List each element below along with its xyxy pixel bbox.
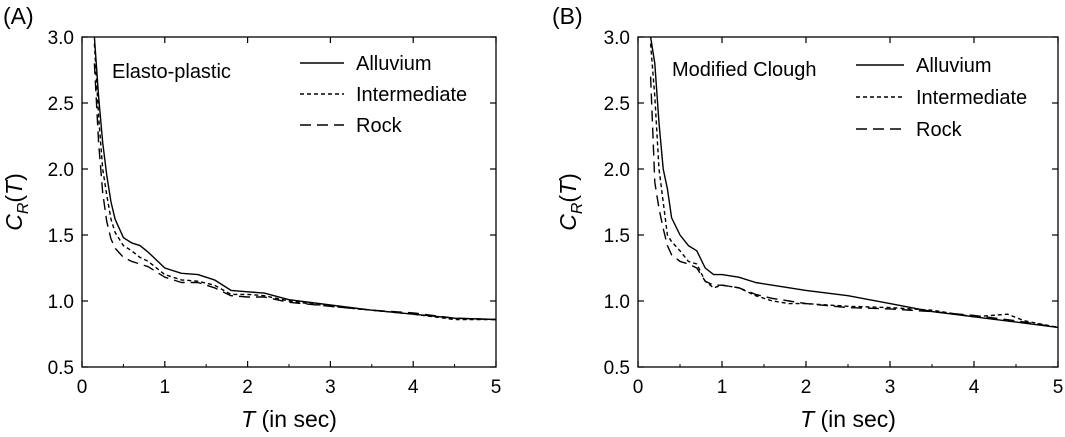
x-axis-label-var: T	[800, 406, 816, 432]
x-tick-label: 5	[491, 377, 502, 398]
y-tick-label: 1.5	[604, 226, 630, 247]
legend-label-alluvium: Alluvium	[916, 55, 992, 77]
x-tick-label: 3	[325, 377, 336, 398]
series-intermediate-line	[649, 43, 1059, 329]
y-axis-label-var: T	[1, 179, 27, 195]
x-axis-label-unit: (in sec)	[814, 406, 896, 432]
y-tick-label: 2.5	[604, 94, 630, 115]
x-tick-label: 1	[160, 377, 171, 398]
panel-b: (B) 0 1 2 3 4 5 0.5 1.0 1.5 2.0 2.5 3.0 Modified C…	[552, 3, 1063, 432]
x-ticks: 0 1 2 3 4 5	[77, 37, 502, 398]
y-tick-label: 1.0	[604, 292, 630, 313]
y-tick-label: 1.0	[48, 292, 74, 313]
y-tick-label: 2.0	[48, 160, 74, 181]
x-axis-label-unit: (in sec)	[255, 406, 337, 432]
y-axis-label: CR(T)	[1, 173, 32, 231]
series-rock-line	[93, 63, 497, 321]
y-tick-label: 0.5	[48, 358, 74, 379]
x-tick-label: 4	[969, 377, 980, 398]
y-axis-label-open: (	[555, 195, 581, 203]
panel-label: (A)	[3, 3, 34, 29]
panel-label: (B)	[552, 3, 583, 29]
y-tick-label: 3.0	[48, 28, 74, 49]
x-axis-label: T (in sec)	[241, 406, 337, 432]
y-ticks: 0.5 1.0 1.5 2.0 2.5 3.0	[604, 28, 1058, 379]
x-tick-label: 5	[1053, 377, 1064, 398]
x-tick-label: 3	[885, 377, 896, 398]
series-alluvium-line	[93, 36, 497, 321]
y-axis-label-sub: R	[569, 202, 586, 214]
y-axis-label-close: )	[1, 173, 27, 181]
series-alluvium-line	[649, 36, 1059, 329]
chart-title: Elasto-plastic	[112, 61, 231, 83]
y-tick-label: 3.0	[604, 28, 630, 49]
y-tick-label: 2.5	[48, 94, 74, 115]
legend-label-rock: Rock	[356, 115, 403, 137]
series-lines	[93, 36, 497, 321]
y-axis-label-sub: R	[15, 202, 32, 214]
y-tick-label: 1.5	[48, 226, 74, 247]
x-tick-label: 4	[408, 377, 419, 398]
legend: Alluvium Intermediate Rock	[300, 53, 467, 137]
legend-label-intermediate: Intermediate	[356, 84, 467, 106]
x-axis-label-var: T	[241, 406, 257, 432]
legend-label-intermediate: Intermediate	[916, 87, 1027, 109]
chart-title: Modified Clough	[672, 59, 817, 81]
y-axis-label-open: (	[1, 195, 27, 203]
x-tick-label: 0	[77, 377, 88, 398]
x-tick-label: 2	[242, 377, 253, 398]
x-axis-label: T (in sec)	[800, 406, 896, 432]
legend-label-alluvium: Alluvium	[356, 53, 432, 75]
y-axis-label-main: C	[555, 214, 581, 231]
x-tick-label: 1	[717, 377, 728, 398]
y-ticks: 0.5 1.0 1.5 2.0 2.5 3.0	[48, 28, 496, 379]
x-ticks: 0 1 2 3 4 5	[633, 37, 1064, 398]
y-axis-label-var: T	[555, 179, 581, 195]
legend-label-rock: Rock	[916, 119, 963, 141]
x-tick-label: 0	[633, 377, 644, 398]
legend: Alluvium Intermediate Rock	[856, 55, 1027, 141]
y-tick-label: 2.0	[604, 160, 630, 181]
series-rock-line	[649, 76, 1059, 329]
y-axis-label: CR(T)	[555, 173, 586, 231]
panel-a: (A) 0 1 2 3 4 5 0.5 1.0 1.5 2.0 2.5 3.0 Elasto-pla…	[1, 3, 501, 432]
y-tick-label: 0.5	[604, 358, 630, 379]
x-tick-label: 2	[801, 377, 812, 398]
y-axis-label-main: C	[1, 214, 27, 231]
series-lines	[649, 36, 1059, 329]
series-intermediate-line	[93, 43, 496, 321]
y-axis-label-close: )	[555, 173, 581, 181]
